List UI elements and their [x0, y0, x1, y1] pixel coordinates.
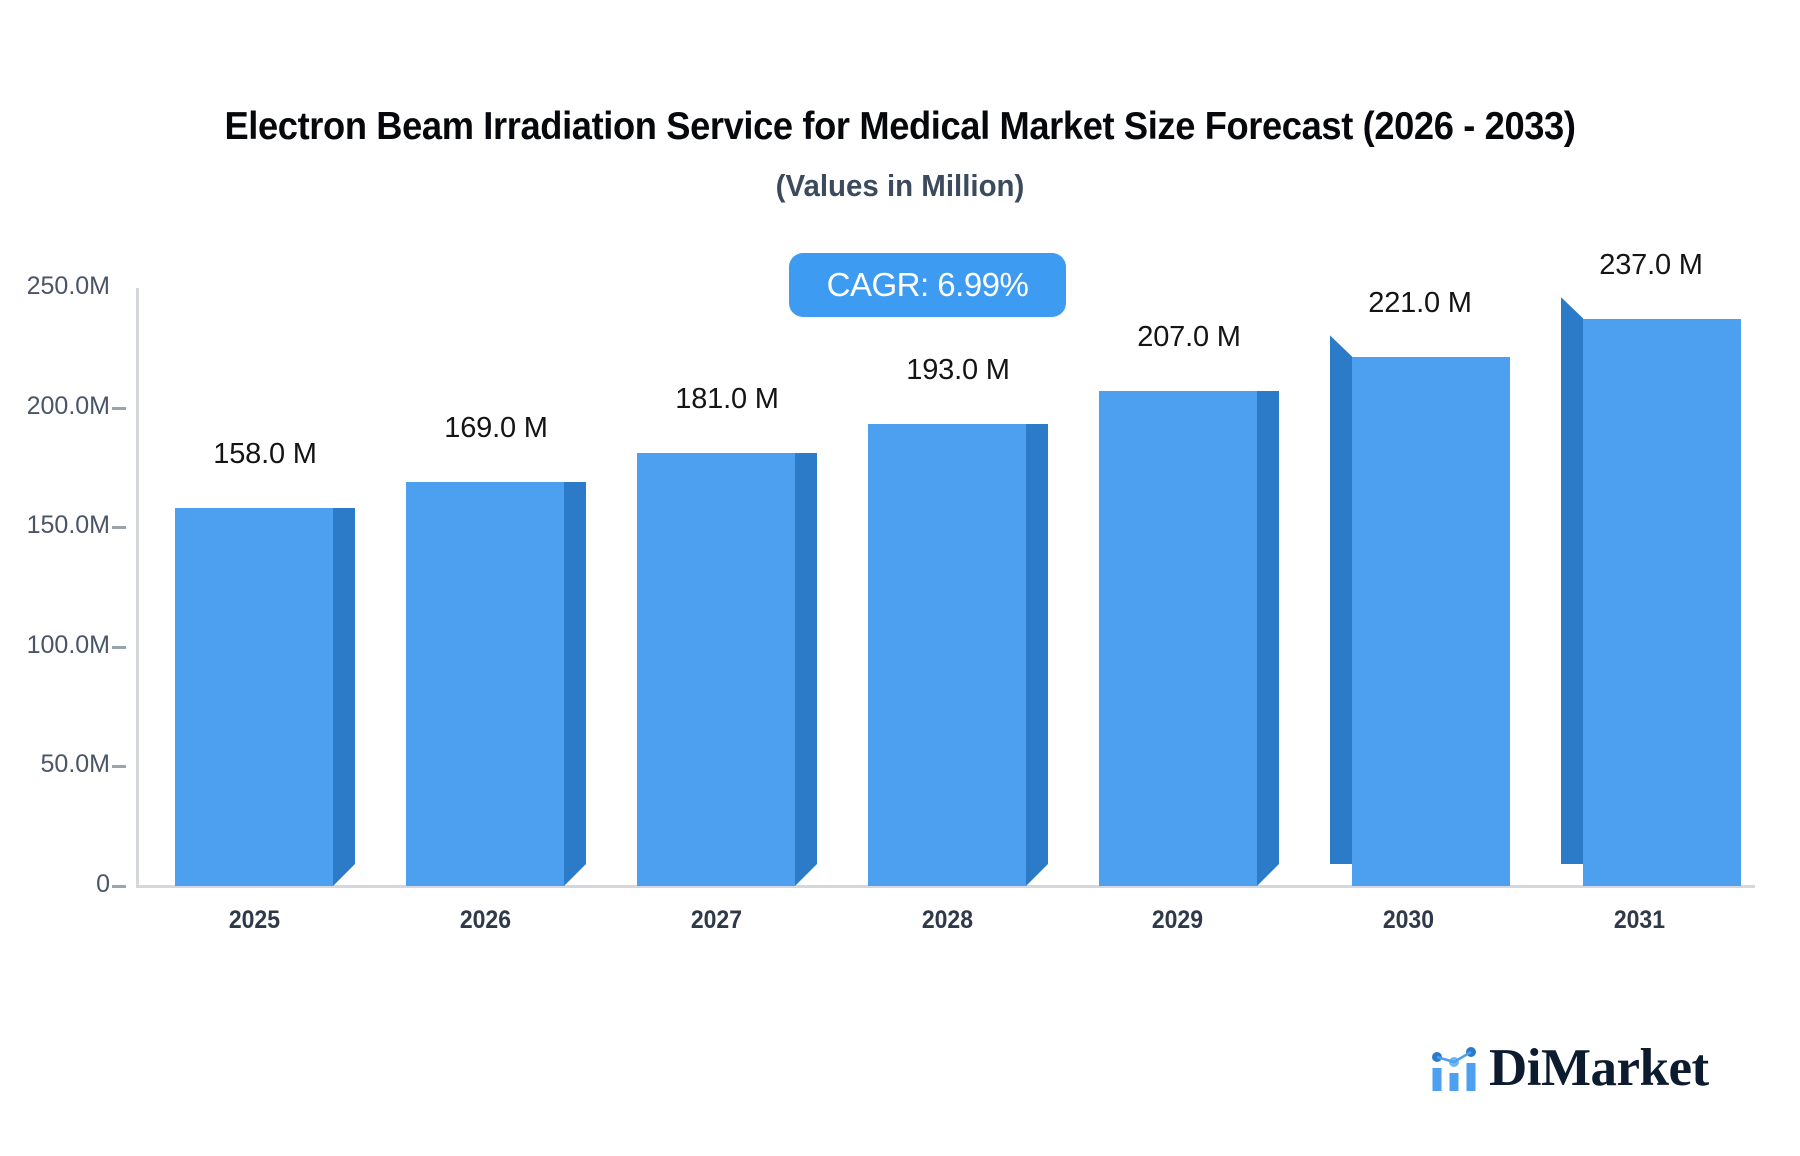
y-tick-mark [112, 765, 126, 769]
bar-2025 [175, 486, 355, 886]
bar-side-face [333, 508, 355, 886]
bar-side-face [564, 481, 586, 886]
bar-2028 [868, 402, 1048, 886]
bar-side-face [1330, 335, 1352, 864]
bar-value-label: 221.0 M [1368, 287, 1472, 320]
bar-2030 [1330, 335, 1510, 886]
x-tick-label-2029: 2029 [1152, 906, 1204, 934]
y-tick-label: 200.0M [26, 391, 110, 420]
y-tick-mark [112, 885, 126, 888]
bar-value-label: 169.0 M [444, 411, 548, 444]
bar-2031 [1561, 297, 1741, 886]
chart-title: Electron Beam Irradiation Service for Me… [224, 105, 1576, 148]
bar-2029 [1099, 369, 1279, 886]
bar-front-face [1099, 390, 1257, 886]
y-tick-label: 100.0M [26, 630, 110, 659]
bar-value-label: 158.0 M [213, 438, 317, 471]
y-tick-mark [112, 645, 126, 649]
bar-front-face [1352, 357, 1510, 886]
bar-front-face [175, 508, 333, 886]
dimarket-logo: DiMarket [1431, 1042, 1709, 1095]
logo-bars-icon [1432, 1046, 1476, 1091]
bar-2027 [637, 431, 817, 886]
bar-value-label: 207.0 M [1137, 320, 1241, 353]
bar-value-label: 193.0 M [906, 354, 1010, 387]
bar-side-face [795, 453, 817, 886]
bar-side-face [1026, 424, 1048, 886]
x-axis-line [136, 885, 1755, 888]
logo-wordmark: DiMarket [1489, 1039, 1709, 1097]
x-tick-label-2025: 2025 [228, 906, 281, 934]
y-tick-mark [112, 526, 126, 530]
y-tick-mark [112, 406, 126, 410]
bar-value-label: 237.0 M [1599, 249, 1703, 282]
bar-side-face [1257, 390, 1279, 886]
bar-front-face [868, 424, 1026, 886]
bar-front-face [1583, 319, 1741, 886]
x-tick-label-2028: 2028 [921, 906, 973, 934]
x-tick-label-2026: 2026 [459, 906, 511, 934]
y-axis-line [136, 288, 139, 886]
bar-value-label: 181.0 M [675, 383, 779, 416]
cagr-badge-label: CAGR: 6.99% [826, 266, 1029, 303]
y-tick-label: 50.0M [40, 750, 110, 779]
x-tick-label-2027: 2027 [690, 906, 742, 934]
y-tick-label: 0 [96, 870, 110, 898]
y-tick-label: 150.0M [26, 511, 110, 540]
x-tick-label-2030: 2030 [1383, 906, 1435, 934]
bar-side-face [1561, 297, 1583, 864]
bar-2026 [406, 460, 586, 886]
bar-front-face [637, 453, 795, 886]
bar-front-face [406, 481, 564, 886]
x-tick-label-2031: 2031 [1613, 906, 1666, 934]
chart-subtitle: (Values in Million) [775, 168, 1025, 203]
cagr-badge: CAGR: 6.99% [789, 253, 1066, 317]
y-tick-label: 250.0M [26, 272, 110, 300]
